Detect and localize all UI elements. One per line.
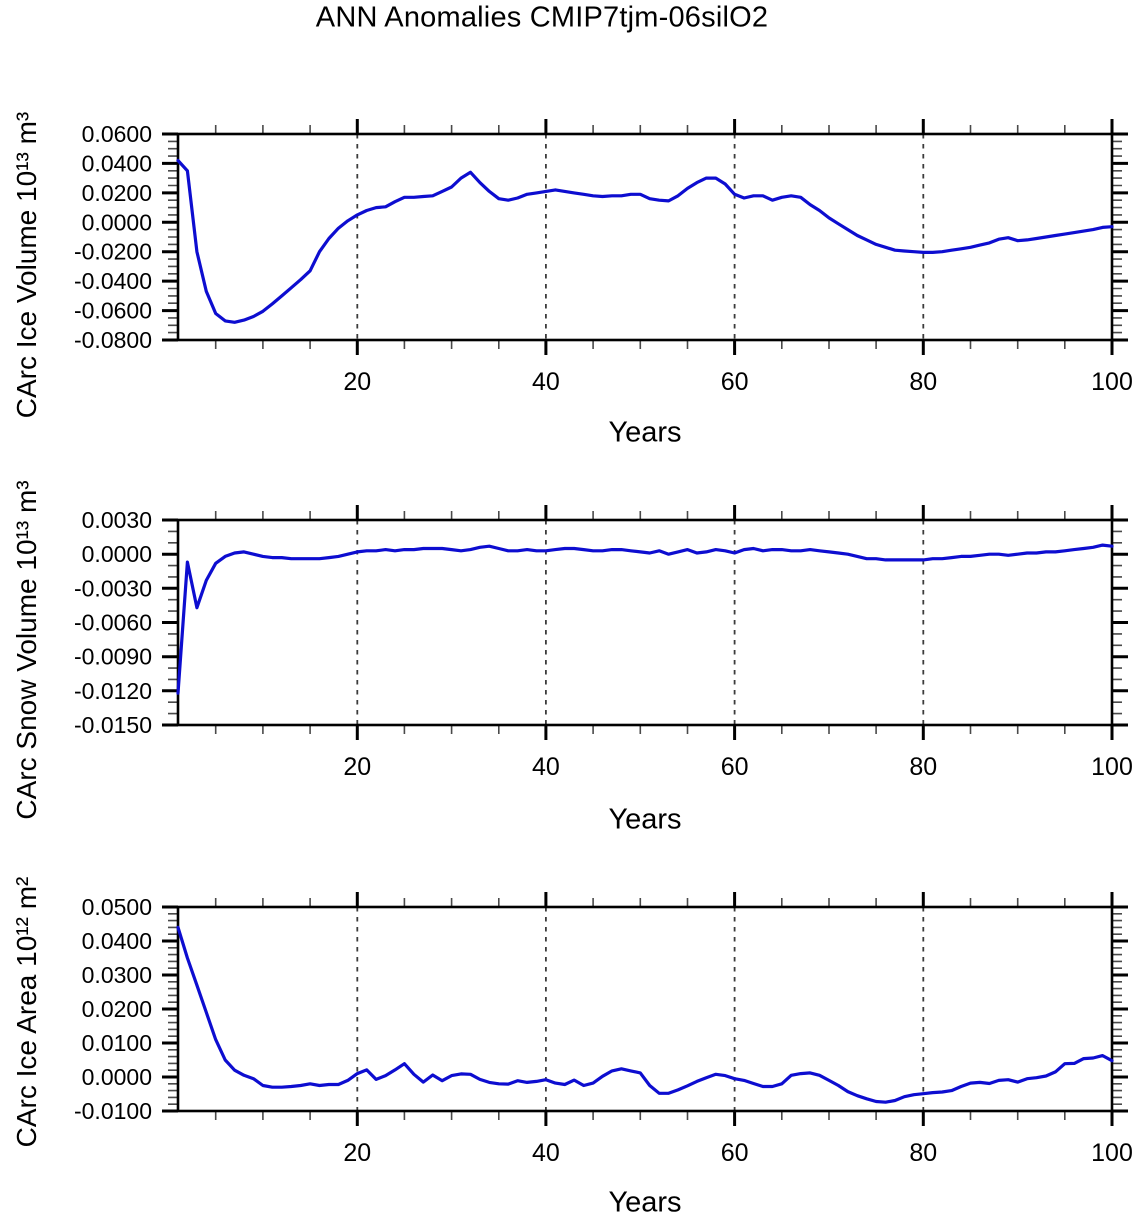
x-tick-label: 20	[343, 368, 371, 396]
gridlines	[356, 907, 925, 1111]
y-tick-label: 0.0000	[82, 1064, 152, 1090]
data-line-carc-snow-volume	[176, 543, 1114, 695]
figure-title: ANN Anomalies CMIP7tjm-06silO2	[315, 1, 769, 34]
data-line-carc-ice-area	[176, 925, 1114, 1104]
y-tick-label: 0.0300	[82, 962, 152, 988]
x-axis-title-top-plot: Years	[608, 416, 682, 449]
y-tick-label: -0.0400	[74, 268, 152, 294]
y-tick-label: 0.0000	[82, 541, 152, 567]
x-axis-title-bottom-plot: Years	[608, 1186, 682, 1219]
minor-ticks	[168, 511, 1122, 734]
y-tick-label: 0.0200	[82, 180, 152, 206]
y-tick-label: 0.0600	[82, 121, 152, 147]
y-tick-label: 0.0200	[82, 996, 152, 1022]
major-ticks	[162, 505, 1128, 740]
minor-ticks	[168, 125, 1122, 349]
gridlines	[356, 134, 925, 340]
major-ticks	[162, 892, 1128, 1126]
major-ticks	[162, 119, 1128, 355]
x-tick-label: 80	[909, 368, 937, 396]
x-tick-label: 60	[721, 753, 749, 781]
y-tick-label: -0.0200	[74, 239, 152, 265]
y-tick-label: -0.0800	[74, 327, 152, 353]
y-tick-label: -0.0150	[74, 712, 152, 738]
x-tick-label: 40	[532, 753, 560, 781]
x-tick-label: 60	[721, 1139, 749, 1167]
plot-carc-snow-volume: 0.0030 0.0000 -0.0030 -0.0060 -0.0090 -0.0120…	[74, 505, 1133, 781]
y-tick-label: 0.0500	[82, 894, 152, 920]
y-tick-label: -0.0030	[74, 575, 152, 601]
x-tick-label: 80	[909, 753, 937, 781]
x-tick-label: 100	[1091, 753, 1133, 781]
x-tick-label: 20	[343, 753, 371, 781]
plot-frame	[176, 905, 1114, 1113]
y-tick-label: 0.0400	[82, 928, 152, 954]
y-tick-label: -0.0100	[74, 1098, 152, 1124]
y-tick-label: 0.0400	[82, 150, 152, 176]
x-tick-label: 100	[1091, 1139, 1133, 1167]
x-tick-label: 60	[721, 368, 749, 396]
x-tick-label: 100	[1091, 368, 1133, 396]
x-tick-label: 80	[909, 1139, 937, 1167]
gridlines	[356, 520, 925, 725]
y-tick-label: -0.0600	[74, 298, 152, 324]
x-axis-title-middle-plot: Years	[608, 803, 682, 836]
x-tick-label: 40	[532, 1139, 560, 1167]
plot-frame	[176, 132, 1114, 342]
y-tick-label: -0.0090	[74, 644, 152, 670]
x-tick-label: 20	[343, 1139, 371, 1167]
plot-carc-ice-area: 0.0500 0.0400 0.0300 0.0200 0.0100 0.0000 -0.0…	[74, 892, 1133, 1167]
y-tick-label: 0.0030	[82, 507, 152, 533]
y-tick-label: -0.0120	[74, 678, 152, 704]
plot-carc-ice-volume: 0.0600 0.0400 0.0200 0.0000 -0.0200 -0.0400 -0…	[74, 119, 1133, 396]
y-tick-label: -0.0060	[74, 610, 152, 636]
y-tick-label: 0.0000	[82, 209, 152, 235]
minor-ticks	[168, 898, 1122, 1120]
y-tick-label: 0.0100	[82, 1030, 152, 1056]
plot-frame	[176, 518, 1114, 727]
data-line-carc-ice-volume	[176, 158, 1114, 324]
x-tick-label: 40	[532, 368, 560, 396]
